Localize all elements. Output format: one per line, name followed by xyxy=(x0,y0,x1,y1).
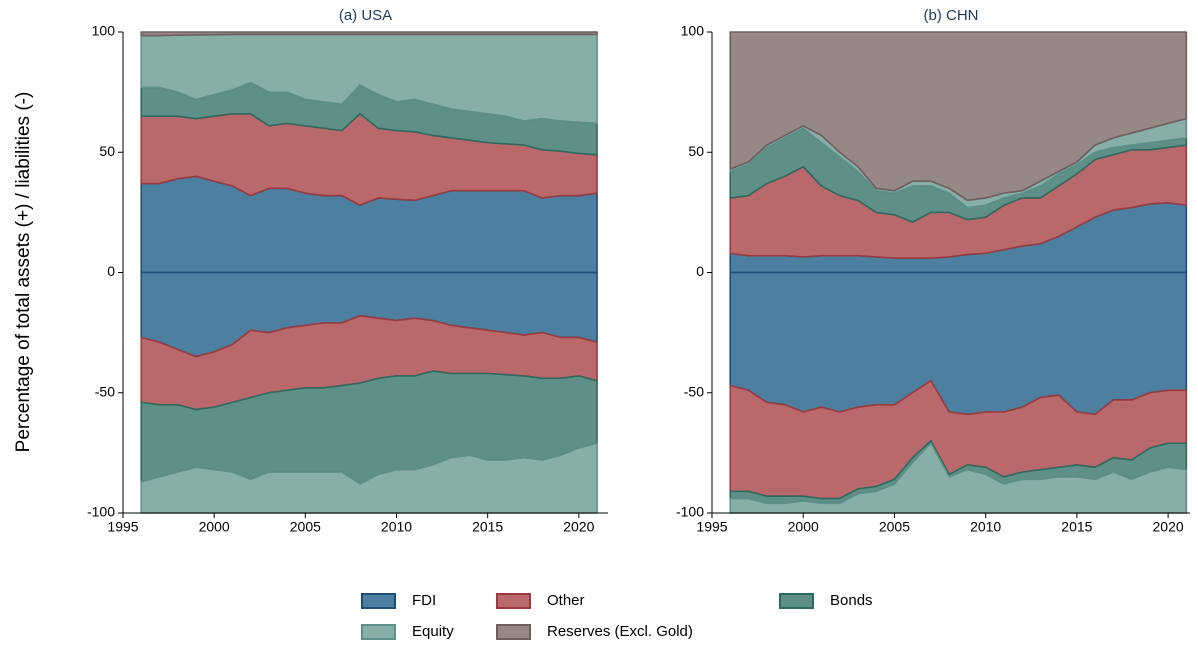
y-tick-label: 0 xyxy=(696,263,704,279)
y-tick-label: -50 xyxy=(95,383,115,399)
y-tick-label: -100 xyxy=(676,504,704,520)
y-axis-label: Percentage of total assets (+) / liabili… xyxy=(13,92,34,453)
legend-label: Reserves (Excl. Gold) xyxy=(547,623,693,640)
y-tick-label: -100 xyxy=(87,504,115,520)
x-tick-label: 2010 xyxy=(381,519,412,535)
legend-swatch xyxy=(361,593,396,609)
legend-swatch xyxy=(496,593,531,609)
y-tick-label: 100 xyxy=(92,23,116,39)
legend-swatch xyxy=(361,624,396,640)
x-tick-label: 1995 xyxy=(107,519,138,535)
panel-title: (b) CHN xyxy=(924,7,979,24)
area-values xyxy=(140,31,598,37)
area-values xyxy=(729,31,1188,202)
y-tick-label: 100 xyxy=(681,23,705,39)
x-tick-label: 2005 xyxy=(879,519,910,535)
y-tick-label: 50 xyxy=(688,143,704,159)
area-liabilities xyxy=(729,271,1188,416)
legend-label: Bonds xyxy=(830,592,873,609)
x-tick-label: 2005 xyxy=(290,519,321,535)
y-tick-label: 50 xyxy=(99,143,115,159)
y-tick-label: 0 xyxy=(107,263,115,279)
x-tick-label: 2015 xyxy=(1061,519,1092,535)
x-tick-label: 2000 xyxy=(788,519,819,535)
x-tick-label: 2020 xyxy=(563,519,594,535)
x-tick-label: 2020 xyxy=(1153,519,1184,535)
legend-swatch xyxy=(779,593,814,609)
panel-title: (a) USA xyxy=(339,7,392,24)
x-tick-label: 2000 xyxy=(199,519,230,535)
legend-label: Equity xyxy=(412,623,454,640)
y-tick-label: -50 xyxy=(684,383,704,399)
legend-label: FDI xyxy=(412,592,436,609)
legend-swatch xyxy=(496,624,531,640)
x-tick-label: 2015 xyxy=(472,519,503,535)
x-tick-label: 2010 xyxy=(970,519,1001,535)
legend-label: Other xyxy=(547,592,585,609)
x-tick-label: 1995 xyxy=(696,519,727,535)
